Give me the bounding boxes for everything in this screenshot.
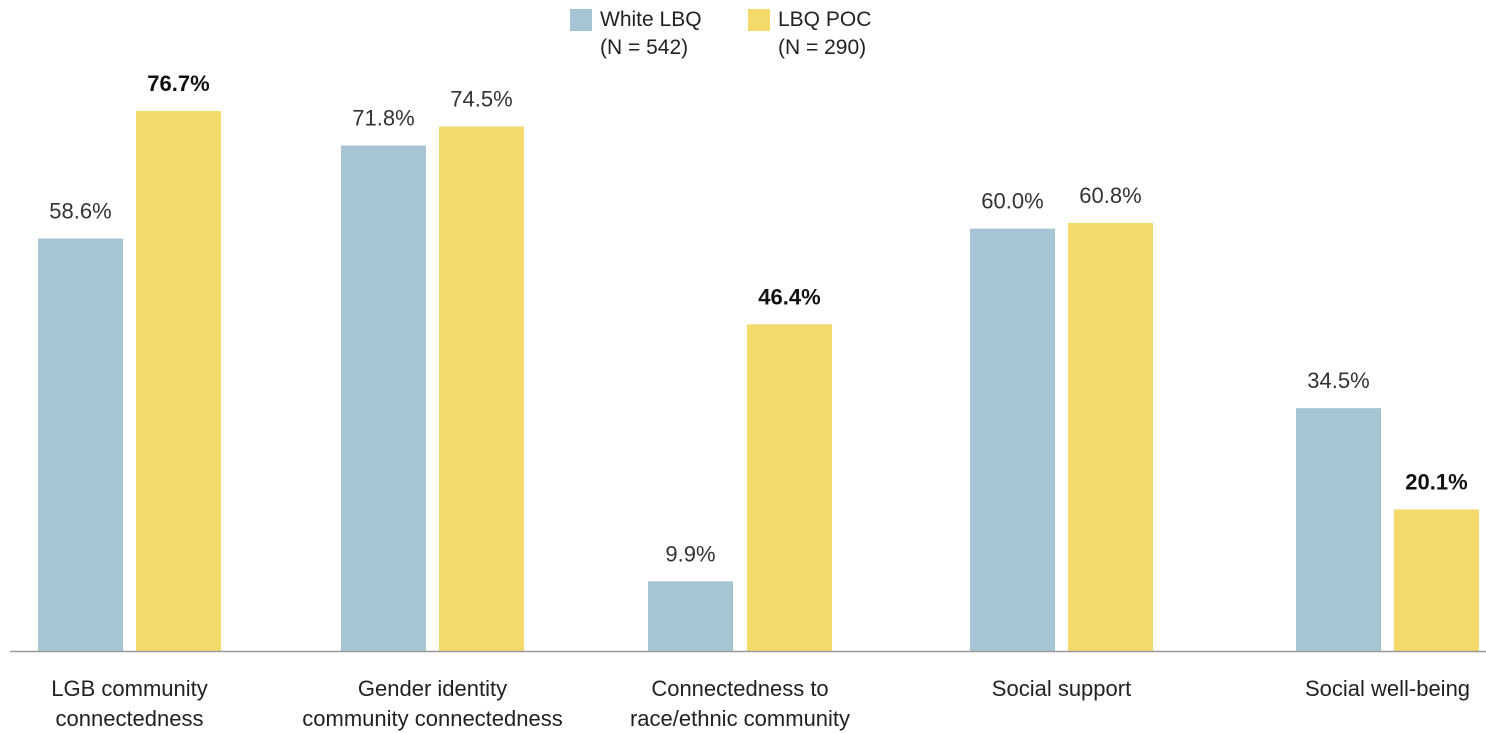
category-label-4-line-0: Social well-being [1305,676,1470,701]
bar-lbq-poc-0 [136,111,221,652]
legend-label-lbq-poc: LBQ POC [778,8,872,31]
category-label-3-line-0: Social support [992,676,1131,701]
bar-white-lbq-2 [648,581,733,651]
category-label-1-line-1: community connectedness [302,706,562,731]
legend-note-lbq-poc: (N = 290) [778,36,867,59]
legend-white-lbq: White LBQ (N = 542) [570,6,702,62]
category-label-2-line-0: Connectedness to [651,676,828,701]
bar-lbq-poc-2 [747,324,832,651]
bar-white-lbq-0 [38,238,123,651]
legend-swatch-white-lbq [570,9,592,31]
value-label-white-lbq-1: 71.8% [352,106,414,131]
value-label-lbq-poc-0: 76.7% [147,71,209,96]
category-label-1-line-0: Gender identity [358,676,507,701]
bar-white-lbq-1 [341,145,426,651]
value-label-lbq-poc-4: 20.1% [1405,469,1467,494]
value-label-lbq-poc-1: 74.5% [450,87,512,112]
bar-white-lbq-4 [1296,408,1381,651]
value-label-white-lbq-0: 58.6% [49,198,111,223]
value-label-white-lbq-3: 60.0% [981,189,1043,214]
legend-note-white-lbq: (N = 542) [600,36,689,59]
legend-lbq-poc: LBQ POC (N = 290) [748,6,871,62]
category-label-0-line-1: connectedness [56,706,204,731]
bar-lbq-poc-4 [1394,509,1479,651]
legend-swatch-lbq-poc [748,9,770,31]
bar-lbq-poc-1 [439,126,524,651]
value-label-white-lbq-2: 9.9% [665,541,715,566]
category-label-0-line-0: LGB community [51,676,208,701]
value-label-lbq-poc-3: 60.8% [1079,183,1141,208]
bar-lbq-poc-3 [1068,222,1153,651]
value-label-lbq-poc-2: 46.4% [758,284,820,309]
value-label-white-lbq-4: 34.5% [1307,368,1369,393]
bar-white-lbq-3 [970,228,1055,651]
category-label-2-line-1: race/ethnic community [630,706,850,731]
legend-label-white-lbq: White LBQ [600,8,702,31]
